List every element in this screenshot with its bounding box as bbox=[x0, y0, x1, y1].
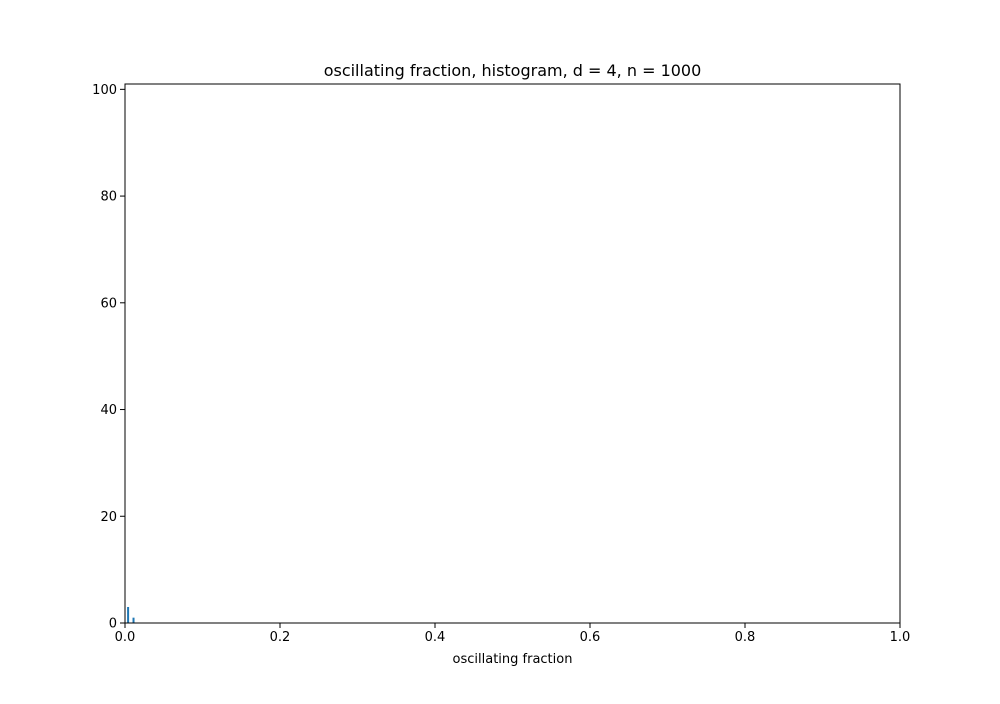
x-tick-label: 0.0 bbox=[115, 630, 136, 645]
y-tick-label: 0 bbox=[109, 617, 117, 632]
x-axis: 0.0 0.2 0.4 0.6 0.8 1.0 bbox=[115, 623, 911, 645]
histogram-bar-1 bbox=[132, 617, 135, 623]
y-tick-label: 80 bbox=[100, 190, 117, 205]
x-tick-label: 0.8 bbox=[735, 630, 756, 645]
y-tick-label: 60 bbox=[100, 296, 117, 311]
y-tick-label: 40 bbox=[100, 403, 117, 418]
x-tick-label: 0.6 bbox=[580, 630, 601, 645]
y-tick-label: 100 bbox=[92, 83, 117, 98]
axes-frame bbox=[124, 83, 901, 624]
plot-area bbox=[127, 606, 135, 623]
histogram-bar-0 bbox=[127, 606, 130, 623]
chart-title: oscillating fraction, histogram, d = 4, … bbox=[324, 61, 702, 80]
x-tick-label: 1.0 bbox=[890, 630, 911, 645]
y-tick-label: 20 bbox=[100, 510, 117, 525]
x-axis-label: oscillating fraction bbox=[453, 652, 573, 667]
x-tick-label: 0.2 bbox=[270, 630, 291, 645]
y-axis: 0 20 40 60 80 100 bbox=[92, 83, 125, 632]
x-tick-label: 0.4 bbox=[425, 630, 446, 645]
